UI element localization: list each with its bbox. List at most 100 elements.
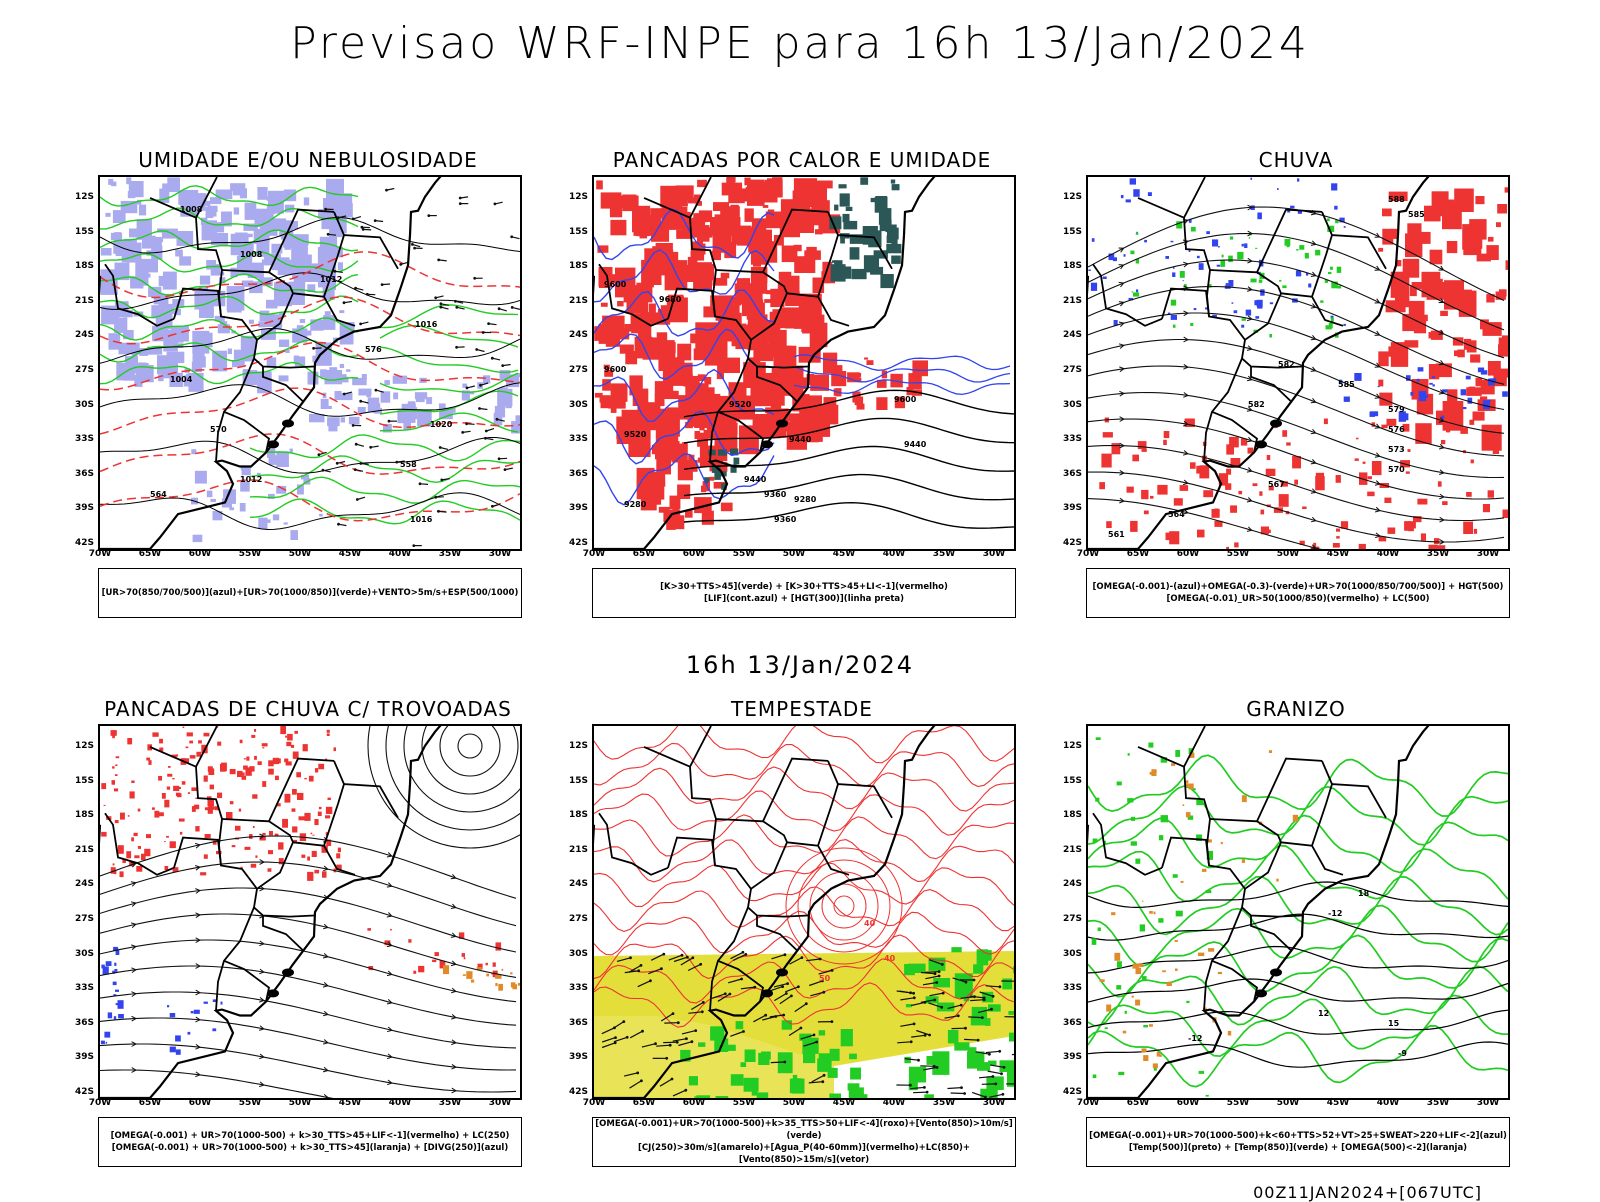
contour-label: 9280 <box>624 500 647 509</box>
shade-cell <box>1206 890 1212 893</box>
shade-cell <box>1135 1000 1140 1006</box>
shade-cell <box>1382 209 1392 217</box>
low-pressure-ring <box>834 896 854 916</box>
legend-box: [OMEGA(-0.001)+UR>70(1000-500)+k>35_TTS>… <box>592 1117 1016 1167</box>
shade-cell <box>443 965 449 974</box>
shade-cell <box>435 952 439 956</box>
lake <box>267 440 279 448</box>
vector-head <box>491 505 494 508</box>
vector-head <box>359 462 362 465</box>
lake <box>282 419 294 427</box>
shade-cell <box>1330 267 1333 270</box>
lat-tick: 24S <box>75 879 94 889</box>
vector-head <box>960 1004 963 1007</box>
contour-label: 1020 <box>430 420 453 429</box>
shade-cell <box>243 766 248 770</box>
shade-cell <box>977 949 989 965</box>
shade-cell <box>1176 911 1183 917</box>
border-line <box>599 813 668 875</box>
shade-cell <box>338 848 341 853</box>
shade-cell <box>1234 310 1238 313</box>
shade-cell <box>1130 251 1134 255</box>
vector-head <box>494 203 497 206</box>
lon-tick: 35W <box>933 1098 955 1108</box>
lon-tick: 35W <box>1427 1098 1449 1108</box>
run-info: 00Z11JAN2024+[067UTC] <box>1253 1183 1482 1202</box>
shade-cell <box>1194 308 1197 310</box>
vector-head <box>924 1001 927 1004</box>
vector-head <box>654 1042 657 1045</box>
contour-label: 567 <box>1268 480 1285 489</box>
shade-cell <box>299 816 306 820</box>
vector-head <box>913 1023 916 1026</box>
shade-cell <box>867 360 874 365</box>
shade-cell <box>1336 475 1341 483</box>
shade-cell <box>1123 1031 1127 1034</box>
border-line <box>690 726 711 767</box>
border-line <box>196 726 217 767</box>
shade-cell <box>1297 178 1299 181</box>
shade-cell <box>282 819 288 828</box>
vector-head <box>366 293 369 296</box>
shade-cell <box>1202 869 1207 872</box>
shade-cell <box>1130 178 1136 184</box>
shade-cell <box>142 236 156 249</box>
shade-cell <box>1199 1071 1205 1074</box>
shade-cell <box>262 833 265 835</box>
shade-cell <box>1257 303 1262 309</box>
shade-cell <box>1183 280 1185 281</box>
vector-head <box>990 1008 993 1011</box>
shade-cell <box>1171 315 1177 320</box>
vector-head <box>479 384 482 387</box>
shade-cell <box>1106 1005 1111 1012</box>
shade-cell <box>294 731 298 734</box>
lat-tick: 30S <box>1063 400 1082 410</box>
shade-cell <box>314 819 318 825</box>
lon-tick: 30W <box>1477 549 1499 559</box>
shade-cell <box>1483 504 1490 512</box>
shade-cell <box>275 776 279 780</box>
storm-orange-shade <box>443 965 520 990</box>
shade-cell <box>779 346 791 360</box>
vector-head <box>973 995 976 998</box>
vector-head <box>800 1027 803 1030</box>
lon-tick: 50W <box>783 549 805 559</box>
lat-tick: 27S <box>75 914 94 924</box>
shade-cell <box>886 244 901 253</box>
shade-cell <box>1198 953 1204 957</box>
shade-cell <box>1175 750 1180 757</box>
shade-cell <box>849 1054 857 1060</box>
vector-head <box>671 1078 674 1081</box>
shade-cell <box>312 851 317 857</box>
shade-cell <box>1136 289 1138 292</box>
shade-cell <box>1368 476 1372 479</box>
shade-cell <box>187 732 193 736</box>
shade-cell <box>1270 302 1273 304</box>
contour-label: 576 <box>365 345 382 354</box>
wind-vector <box>968 1017 982 1018</box>
contour-label: -12 <box>1328 909 1342 918</box>
vector-head <box>487 322 490 325</box>
shade-cell <box>1190 462 1196 469</box>
shade-cell <box>200 872 206 875</box>
shade-cell <box>111 730 117 736</box>
shade-cell <box>1408 521 1416 528</box>
shade-cell <box>418 966 424 972</box>
shade-cell <box>1242 244 1244 247</box>
vector-head <box>465 422 468 425</box>
shade-cell <box>1498 344 1508 356</box>
shade-cell <box>170 1013 176 1017</box>
vector-head <box>388 420 391 423</box>
lat-tick: 36S <box>1063 1018 1082 1028</box>
shade-cell <box>1221 260 1226 267</box>
shade-cell <box>1475 196 1484 204</box>
shade-cell <box>817 1059 831 1072</box>
shade-cell <box>210 785 214 790</box>
shade-cell <box>268 868 272 872</box>
shade-cell <box>246 757 249 761</box>
shade-cell <box>973 964 983 973</box>
shade-cell <box>1431 331 1443 340</box>
shade-cell <box>103 966 109 974</box>
vector-head <box>923 1086 926 1089</box>
